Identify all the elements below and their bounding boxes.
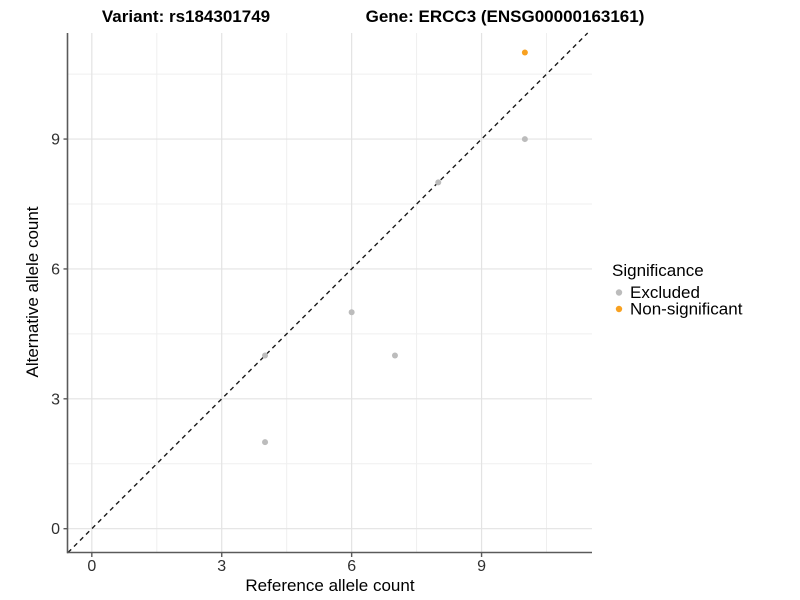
non-significant-swatch-icon <box>615 305 623 313</box>
legend-item-excluded: Excluded <box>615 283 700 302</box>
minor-gridlines <box>68 33 592 553</box>
x-axis-title: Reference allele count <box>245 576 414 595</box>
x-tick-label: 6 <box>347 558 356 575</box>
y-tick-label: 6 <box>51 261 60 278</box>
major-gridlines <box>68 33 592 553</box>
data-points <box>262 49 528 446</box>
data-point <box>391 352 398 359</box>
y-axis-title: Alternative allele count <box>23 206 42 377</box>
x-tick-label: 3 <box>217 558 226 575</box>
y-tick-label: 3 <box>51 391 60 408</box>
data-point <box>435 179 442 186</box>
data-point <box>262 439 269 446</box>
axes <box>66 33 592 554</box>
legend: Significance Excluded Non-significant <box>612 261 743 319</box>
y-tick-labels: 0 3 6 9 <box>51 132 60 539</box>
variant-title: Variant: rs184301749 <box>102 7 270 26</box>
y-tick-label: 0 <box>51 521 60 538</box>
gene-title: Gene: ERCC3 (ENSG00000163161) <box>366 7 645 26</box>
x-tick-labels: 0 3 6 9 <box>87 558 486 575</box>
data-point <box>348 309 355 316</box>
legend-item-non-significant-label: Non-significant <box>630 300 743 319</box>
y-tick-label: 9 <box>51 132 60 149</box>
x-tick-label: 0 <box>87 558 96 575</box>
data-point <box>521 49 528 56</box>
x-tick-marks <box>91 552 483 557</box>
excluded-swatch-icon <box>615 289 623 296</box>
x-tick-label: 9 <box>477 558 486 575</box>
legend-title: Significance <box>612 261 704 280</box>
data-point <box>262 352 269 359</box>
y-tick-marks <box>63 138 68 530</box>
data-point <box>521 136 528 143</box>
legend-item-non-significant: Non-significant <box>615 300 743 319</box>
identity-line <box>67 32 589 553</box>
legend-item-excluded-label: Excluded <box>630 283 700 302</box>
